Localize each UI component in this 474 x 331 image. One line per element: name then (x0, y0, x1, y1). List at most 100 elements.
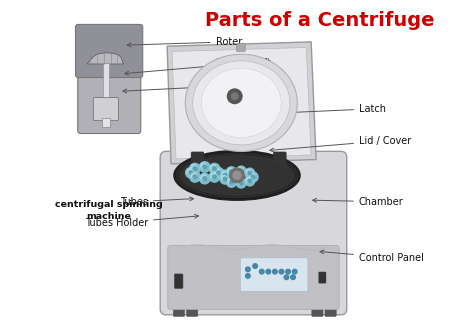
Circle shape (193, 175, 197, 179)
Circle shape (253, 264, 257, 268)
Circle shape (286, 269, 291, 274)
Circle shape (209, 171, 220, 182)
Circle shape (245, 168, 255, 178)
Circle shape (213, 167, 224, 178)
Circle shape (193, 167, 197, 170)
Circle shape (245, 176, 255, 186)
Circle shape (190, 164, 200, 174)
Text: Electric Motor: Electric Motor (123, 80, 283, 93)
Circle shape (200, 173, 210, 184)
Circle shape (210, 165, 216, 170)
Ellipse shape (201, 68, 281, 137)
Ellipse shape (180, 156, 294, 195)
Circle shape (292, 269, 297, 274)
Circle shape (215, 169, 220, 174)
Circle shape (291, 275, 295, 280)
FancyBboxPatch shape (173, 305, 184, 316)
Bar (102, 63, 109, 110)
Circle shape (230, 168, 244, 183)
FancyBboxPatch shape (75, 24, 143, 77)
Circle shape (228, 89, 242, 104)
Circle shape (191, 173, 197, 179)
FancyBboxPatch shape (78, 71, 141, 133)
Bar (102, 118, 110, 126)
FancyBboxPatch shape (240, 258, 308, 291)
Circle shape (273, 269, 277, 274)
Ellipse shape (185, 54, 297, 152)
Circle shape (246, 169, 252, 175)
Circle shape (220, 170, 230, 180)
Circle shape (230, 170, 233, 173)
Text: Drive Shaft: Drive Shaft (125, 58, 270, 75)
Text: centrifugal spinning
machine: centrifugal spinning machine (55, 200, 163, 221)
Circle shape (246, 274, 250, 278)
FancyBboxPatch shape (168, 245, 339, 309)
FancyBboxPatch shape (312, 305, 323, 316)
Text: Lid / Cover: Lid / Cover (270, 136, 411, 152)
Circle shape (190, 171, 200, 182)
FancyBboxPatch shape (174, 274, 183, 288)
Circle shape (248, 172, 258, 182)
Ellipse shape (192, 61, 290, 145)
Circle shape (210, 173, 216, 179)
Circle shape (284, 275, 289, 280)
Circle shape (248, 171, 252, 175)
Circle shape (227, 167, 237, 177)
Circle shape (186, 167, 196, 178)
Circle shape (200, 162, 210, 172)
Circle shape (237, 167, 243, 173)
FancyBboxPatch shape (160, 151, 347, 315)
FancyBboxPatch shape (325, 305, 336, 316)
Circle shape (201, 163, 207, 169)
Circle shape (246, 177, 252, 183)
Circle shape (279, 269, 284, 274)
Ellipse shape (174, 151, 300, 200)
Circle shape (228, 179, 233, 184)
Circle shape (189, 171, 193, 174)
Circle shape (230, 181, 233, 184)
Text: Roter: Roter (127, 37, 242, 47)
Polygon shape (167, 42, 316, 164)
Circle shape (236, 166, 246, 176)
Text: Tubes Holder: Tubes Holder (85, 214, 199, 228)
Circle shape (239, 181, 243, 185)
Circle shape (227, 177, 237, 187)
Polygon shape (172, 48, 311, 159)
Circle shape (237, 179, 243, 185)
Circle shape (191, 165, 197, 170)
FancyBboxPatch shape (319, 272, 326, 283)
FancyBboxPatch shape (93, 98, 118, 121)
Circle shape (221, 171, 227, 177)
Circle shape (187, 169, 193, 174)
Circle shape (209, 164, 220, 174)
Circle shape (248, 179, 252, 183)
Circle shape (223, 177, 227, 181)
Circle shape (259, 269, 264, 274)
Circle shape (220, 174, 230, 184)
FancyBboxPatch shape (191, 152, 204, 166)
Circle shape (236, 178, 246, 188)
Text: Parts of a Centrifuge: Parts of a Centrifuge (205, 11, 434, 29)
Circle shape (203, 177, 207, 180)
Circle shape (246, 267, 250, 272)
Text: Chamber: Chamber (313, 197, 404, 207)
Circle shape (221, 175, 227, 181)
Circle shape (266, 269, 271, 274)
Text: Tubes: Tubes (120, 197, 193, 207)
Polygon shape (87, 53, 123, 64)
Circle shape (239, 169, 243, 173)
Text: Latch: Latch (274, 104, 386, 115)
Circle shape (228, 168, 233, 173)
Circle shape (213, 175, 216, 179)
FancyBboxPatch shape (237, 44, 245, 51)
Circle shape (233, 171, 241, 179)
Text: Control Panel: Control Panel (320, 250, 424, 263)
Circle shape (231, 93, 238, 100)
FancyBboxPatch shape (187, 305, 198, 316)
Circle shape (249, 173, 255, 179)
Circle shape (223, 173, 227, 177)
Circle shape (251, 175, 255, 179)
Circle shape (213, 167, 216, 170)
Ellipse shape (176, 153, 298, 198)
Circle shape (201, 175, 207, 180)
